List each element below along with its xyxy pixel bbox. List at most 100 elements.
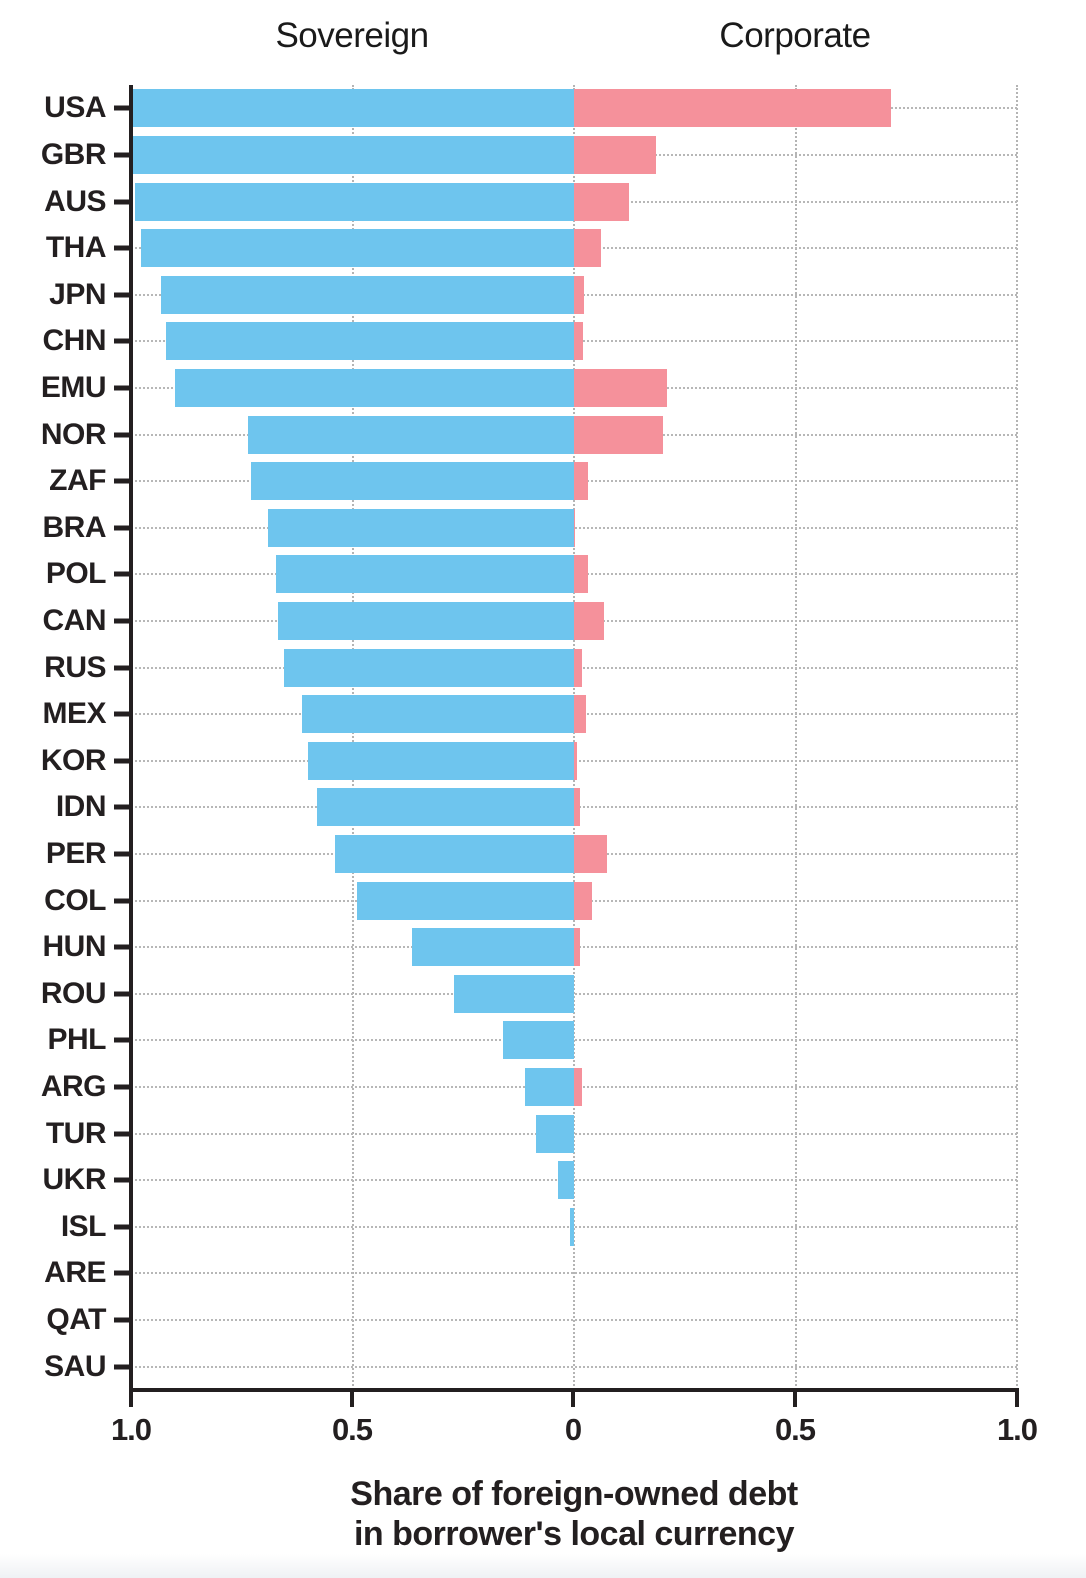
country-label: CHN — [42, 324, 107, 358]
corporate-bar — [574, 835, 607, 874]
country-label: ZAF — [49, 464, 106, 498]
y-axis-tick — [114, 525, 131, 531]
sovereign-bar — [283, 648, 574, 687]
vertical-gridline — [351, 85, 354, 1390]
corporate-bar — [574, 89, 891, 128]
x-axis-title-line2: in borrower's local currency — [353, 1515, 795, 1554]
y-axis-tick — [114, 245, 131, 251]
y-axis-tick — [114, 991, 131, 997]
y-axis-tick — [114, 292, 131, 298]
country-label: THA — [45, 231, 107, 265]
country-label: USA — [44, 91, 106, 125]
sovereign-bar — [334, 835, 574, 874]
x-axis-tick-label: 1.0 — [110, 1412, 152, 1447]
corporate-bar — [574, 368, 668, 407]
corporate-bar — [574, 788, 581, 827]
y-axis-tick — [114, 571, 131, 577]
x-axis-line — [129, 1388, 1019, 1392]
y-axis-tick — [114, 385, 131, 391]
row-gridline — [131, 1132, 1017, 1135]
corporate-bar — [574, 648, 582, 687]
corporate-bar — [574, 462, 589, 501]
row-gridline — [131, 1319, 1017, 1322]
vertical-gridline — [794, 85, 797, 1390]
corporate-bar — [574, 508, 576, 547]
y-axis-tick — [114, 618, 131, 624]
plot-area: USA GBR AUS THA JPN CHN EMU NOR ZAF BRA POL CAN RUS M… — [41, 85, 1018, 1392]
x-axis-tick — [129, 1392, 133, 1407]
country-label: RUS — [44, 650, 106, 684]
country-label: HUN — [42, 930, 107, 964]
country-label: ISL — [60, 1209, 107, 1243]
row-gridline — [131, 1039, 1017, 1042]
corporate-bar — [574, 322, 584, 361]
y-axis-tick — [114, 758, 131, 764]
row-gridline — [131, 1365, 1017, 1368]
sovereign-bar — [503, 1021, 574, 1060]
vertical-gridline — [1016, 85, 1018, 1390]
country-label: MEX — [42, 697, 106, 731]
y-axis-tick — [114, 1270, 131, 1276]
x-axis-tick-label: 0 — [564, 1412, 582, 1447]
x-axis-tick — [1015, 1392, 1019, 1407]
sovereign-bar — [175, 368, 574, 407]
country-label: PER — [45, 837, 107, 871]
country-label: JPN — [49, 277, 106, 311]
x-axis-title: Share of foreign-owned debt in borrower'… — [131, 1474, 1017, 1554]
country-label: QAT — [46, 1303, 106, 1337]
country-label: UKR — [42, 1163, 107, 1197]
x-axis-tick — [350, 1392, 354, 1407]
corporate-bar — [574, 928, 581, 967]
sovereign-column-header: Sovereign — [275, 16, 429, 55]
country-label: COL — [44, 883, 106, 917]
x-axis-title-line1: Share of foreign-owned debt — [350, 1475, 798, 1513]
country-label: BRA — [42, 510, 107, 544]
sovereign-bar — [317, 788, 574, 827]
page-bottom-band — [0, 1554, 1086, 1578]
sovereign-bar — [131, 89, 574, 128]
x-axis-tick-label: 0.5 — [774, 1412, 816, 1447]
sovereign-bar — [131, 135, 574, 174]
country-label: PHL — [47, 1023, 107, 1057]
country-label: ARG — [40, 1070, 107, 1104]
sovereign-bar — [278, 601, 574, 640]
country-label: KOR — [40, 743, 107, 777]
sovereign-bar — [166, 322, 574, 361]
sovereign-bar — [536, 1114, 574, 1153]
corporate-bar — [574, 1068, 582, 1107]
country-label: ARE — [44, 1256, 106, 1290]
y-axis-tick — [114, 665, 131, 671]
y-axis-tick — [114, 1224, 131, 1230]
y-axis-tick — [114, 338, 131, 344]
y-axis-tick — [114, 1177, 131, 1183]
y-axis-tick — [114, 898, 131, 904]
y-axis-tick — [114, 478, 131, 484]
country-label: TUR — [45, 1116, 107, 1150]
sovereign-bar — [558, 1161, 574, 1200]
x-axis-tick — [793, 1392, 797, 1407]
sovereign-bar — [454, 974, 574, 1013]
sovereign-bar — [250, 462, 574, 501]
country-label: ROU — [40, 976, 107, 1010]
country-label: CAN — [42, 603, 107, 637]
row-gridline — [131, 1272, 1017, 1275]
corporate-bar — [574, 881, 592, 920]
y-axis-tick — [114, 1131, 131, 1137]
country-label: GBR — [40, 137, 107, 171]
corporate-bar — [574, 415, 663, 454]
corporate-bar — [574, 182, 630, 221]
sovereign-bar — [135, 182, 574, 221]
y-axis-tick — [114, 804, 131, 810]
corporate-bar — [574, 601, 605, 640]
country-label: IDN — [55, 790, 107, 824]
corporate-bar — [574, 555, 589, 594]
corporate-bar — [574, 741, 577, 780]
sovereign-bar — [412, 928, 574, 967]
sovereign-bar — [308, 741, 574, 780]
sovereign-bar — [356, 881, 574, 920]
corporate-bar — [574, 695, 586, 734]
country-label: EMU — [40, 370, 107, 404]
country-label: POL — [45, 557, 107, 591]
sovereign-bar — [570, 1207, 574, 1246]
